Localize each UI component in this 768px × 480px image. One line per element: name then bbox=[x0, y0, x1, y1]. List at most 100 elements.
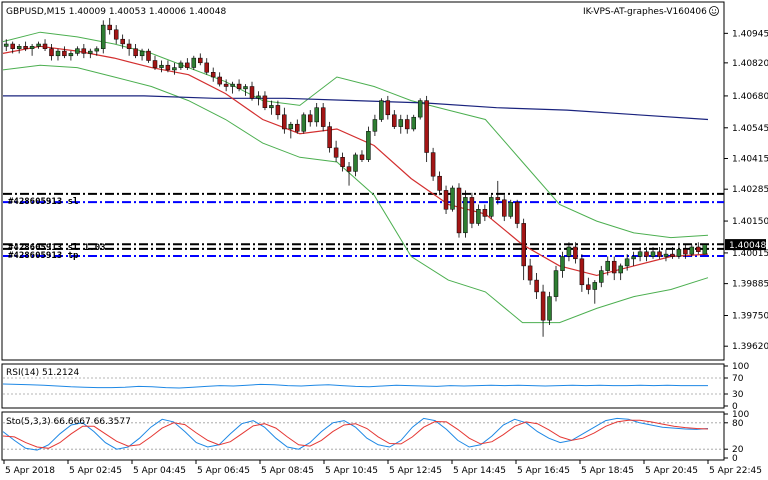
order-level-label-sl-size: #428605913 sl 1.03 bbox=[8, 243, 106, 253]
stochastic-axis-label: 100 bbox=[732, 410, 749, 420]
bollinger-bands bbox=[2, 31, 709, 324]
candle bbox=[560, 251, 565, 278]
candle bbox=[385, 95, 391, 120]
candle bbox=[217, 72, 222, 87]
candle bbox=[631, 251, 636, 266]
candle bbox=[502, 195, 507, 222]
candle bbox=[185, 58, 190, 70]
candle bbox=[139, 48, 145, 61]
candle bbox=[489, 195, 494, 219]
candle bbox=[527, 258, 533, 285]
candle bbox=[49, 43, 54, 61]
moving-averages bbox=[2, 45, 709, 277]
main-chart-frame[interactable] bbox=[1, 1, 725, 361]
rsi-title: RSI(14) 51.2124 bbox=[6, 368, 79, 378]
stochastic-axis-label: 20 bbox=[732, 445, 744, 455]
candle bbox=[230, 81, 235, 94]
candle bbox=[42, 39, 48, 52]
candle bbox=[404, 114, 410, 134]
candle bbox=[566, 242, 572, 262]
candle bbox=[94, 46, 100, 56]
candle bbox=[29, 43, 35, 56]
candle bbox=[16, 43, 22, 54]
time-axis-label: 5 Apr 2018 bbox=[5, 466, 55, 476]
candle bbox=[611, 256, 617, 281]
price-axis-label: 1.40415 bbox=[732, 155, 768, 165]
time-axis-label: 5 Apr 14:45 bbox=[453, 466, 506, 476]
candle bbox=[204, 58, 209, 75]
price-axis-label: 1.40680 bbox=[732, 92, 768, 102]
candle bbox=[605, 256, 610, 276]
ma-short-line bbox=[2, 45, 709, 277]
level-lines bbox=[3, 192, 724, 257]
time-axis-label: 5 Apr 12:45 bbox=[389, 466, 442, 476]
candle bbox=[307, 110, 313, 127]
candle bbox=[618, 263, 623, 281]
candle bbox=[372, 114, 378, 137]
candles bbox=[3, 18, 708, 337]
candle bbox=[353, 152, 358, 177]
candle bbox=[275, 100, 281, 120]
candle bbox=[120, 34, 125, 49]
time-axis-label: 5 Apr 08:45 bbox=[261, 466, 314, 476]
candle bbox=[165, 60, 171, 73]
candle bbox=[314, 103, 319, 127]
candle bbox=[107, 18, 112, 35]
time-axis-label: 5 Apr 10:45 bbox=[325, 466, 378, 476]
price-axis: 1.40945 1.40820 1.40680 1.40545 1.40415 1.402… bbox=[724, 29, 768, 352]
order-level-label-sl: #428605913 sl bbox=[8, 197, 78, 207]
candle bbox=[172, 62, 177, 75]
candle bbox=[210, 67, 216, 82]
candle bbox=[430, 147, 436, 181]
candle bbox=[696, 242, 701, 255]
stochastic-series-1 bbox=[2, 419, 709, 449]
candle bbox=[223, 79, 229, 92]
candle bbox=[366, 126, 371, 163]
candle bbox=[683, 244, 688, 259]
candle bbox=[417, 98, 423, 120]
candle bbox=[624, 254, 630, 271]
candle bbox=[540, 284, 546, 337]
candle bbox=[514, 199, 520, 229]
candle bbox=[346, 162, 352, 186]
candle bbox=[443, 185, 449, 214]
candle bbox=[10, 41, 15, 54]
smiley-icon bbox=[709, 6, 719, 16]
candle bbox=[333, 140, 339, 163]
stochastic-axis-label: 80 bbox=[732, 419, 744, 429]
candle bbox=[637, 247, 643, 262]
candle bbox=[23, 41, 28, 52]
candle bbox=[269, 100, 274, 115]
candle bbox=[243, 84, 248, 96]
ma-long-line bbox=[3, 95, 709, 121]
candle bbox=[469, 192, 475, 229]
order-level-label-tp: #428605913 tp bbox=[8, 251, 79, 261]
candle bbox=[62, 46, 67, 59]
candle bbox=[36, 41, 41, 49]
band-lower-line bbox=[2, 64, 709, 324]
time-axis: 5 Apr 2018 5 Apr 02:45 5 Apr 04:45 5 Apr 06… bbox=[3, 460, 762, 476]
candle bbox=[424, 95, 429, 163]
price-axis-label: 1.39620 bbox=[732, 342, 768, 352]
candle bbox=[113, 25, 119, 44]
candle bbox=[262, 91, 268, 111]
rsi-panel-frame[interactable] bbox=[1, 363, 725, 409]
stochastic-panel-frame[interactable] bbox=[1, 411, 725, 461]
candle bbox=[100, 20, 106, 54]
candle bbox=[152, 55, 158, 70]
candle bbox=[55, 48, 61, 61]
price-axis-label: 1.39750 bbox=[732, 312, 768, 322]
price-axis-label: 1.40820 bbox=[732, 59, 768, 69]
candle bbox=[456, 183, 462, 238]
candle bbox=[482, 204, 488, 222]
candle bbox=[663, 249, 669, 262]
candle bbox=[133, 43, 138, 59]
candle bbox=[301, 112, 307, 134]
candle bbox=[495, 180, 501, 205]
symbol-info: GBPUSD,M15 1.40009 1.40053 1.40006 1.400… bbox=[6, 7, 226, 17]
band-upper-line bbox=[2, 31, 709, 239]
candle bbox=[359, 150, 365, 163]
candle bbox=[650, 247, 656, 259]
